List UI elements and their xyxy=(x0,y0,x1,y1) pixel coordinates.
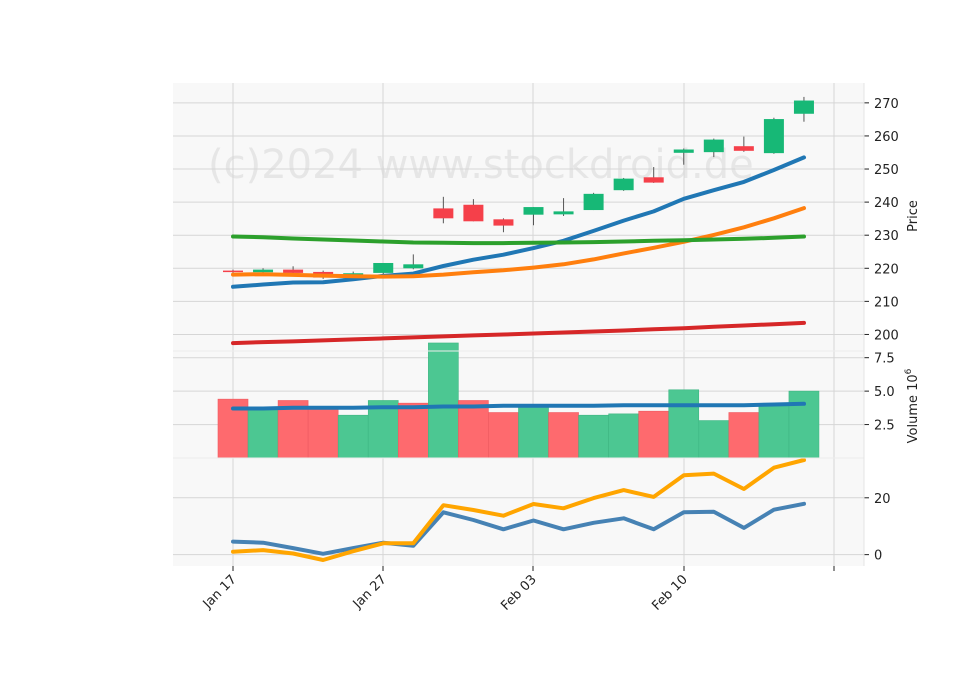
volume-bar xyxy=(337,414,369,459)
price-panel-background xyxy=(173,83,864,351)
candle-down xyxy=(733,146,754,151)
price-tick-label: 230 xyxy=(874,229,899,244)
candle-up xyxy=(583,193,604,211)
candle-down xyxy=(463,204,484,222)
candle-up xyxy=(763,119,784,154)
volume-bar xyxy=(788,390,820,459)
price-tick-label: 220 xyxy=(874,262,899,277)
volume-bar xyxy=(458,400,489,459)
price-tick-label: 240 xyxy=(874,196,899,211)
volume-tick-label: 5.0 xyxy=(874,385,895,400)
watermark: (c)2024 www.stockdroid.de xyxy=(208,142,754,188)
candle-down xyxy=(643,177,664,183)
candle-up xyxy=(553,211,574,215)
volume-bar xyxy=(578,414,609,459)
moving-average-line-4 xyxy=(231,320,806,346)
price-axis-title: Price xyxy=(906,200,921,232)
volume-tick-label: 2.5 xyxy=(874,419,895,434)
indicator-tick-label: 20 xyxy=(874,492,891,507)
candle-down xyxy=(493,219,514,226)
moving-average-line-1 xyxy=(231,155,806,289)
indicator-line-1 xyxy=(231,501,806,556)
price-tick-label: 210 xyxy=(874,295,899,310)
volume-bar xyxy=(367,400,399,459)
price-tick-label: 250 xyxy=(874,163,899,178)
volume-axis-title: Volume 106 xyxy=(904,368,921,443)
price-tick-label: 260 xyxy=(874,130,899,145)
candle-up xyxy=(613,178,634,191)
candle-up xyxy=(253,269,274,273)
volume-moving-average-line xyxy=(231,401,806,411)
price-tick-label: 270 xyxy=(874,97,899,112)
volume-bar xyxy=(668,389,700,459)
volume-bar xyxy=(518,405,549,459)
moving-average-line-3 xyxy=(231,234,806,246)
volume-bar xyxy=(548,412,579,459)
volume-tick-label: 7.5 xyxy=(874,352,895,367)
volume-bar xyxy=(247,408,279,459)
candle-down xyxy=(433,208,454,219)
indicator-line-2 xyxy=(231,458,806,562)
volume-bar xyxy=(698,420,730,459)
indicator-tick-label: 0 xyxy=(874,549,882,564)
volume-bar xyxy=(397,402,429,459)
volume-bar xyxy=(638,410,670,459)
volume-axis-exponent: 6 xyxy=(904,368,914,374)
price-tick-label: 200 xyxy=(874,328,899,343)
moving-average-line-2 xyxy=(231,206,806,279)
volume-bar xyxy=(728,412,760,459)
candle-up xyxy=(703,139,724,153)
candle-up xyxy=(373,262,394,273)
volume-bar xyxy=(758,405,790,459)
candle-up xyxy=(793,100,814,114)
candle-down xyxy=(223,270,243,273)
candle-up xyxy=(673,149,694,153)
volume-bar xyxy=(608,413,639,459)
candle-up xyxy=(523,207,544,215)
candle-down xyxy=(283,269,304,273)
volume-bar xyxy=(307,406,339,459)
volume-bar xyxy=(428,342,459,459)
candle-up xyxy=(403,264,424,269)
volume-bar xyxy=(488,412,519,459)
